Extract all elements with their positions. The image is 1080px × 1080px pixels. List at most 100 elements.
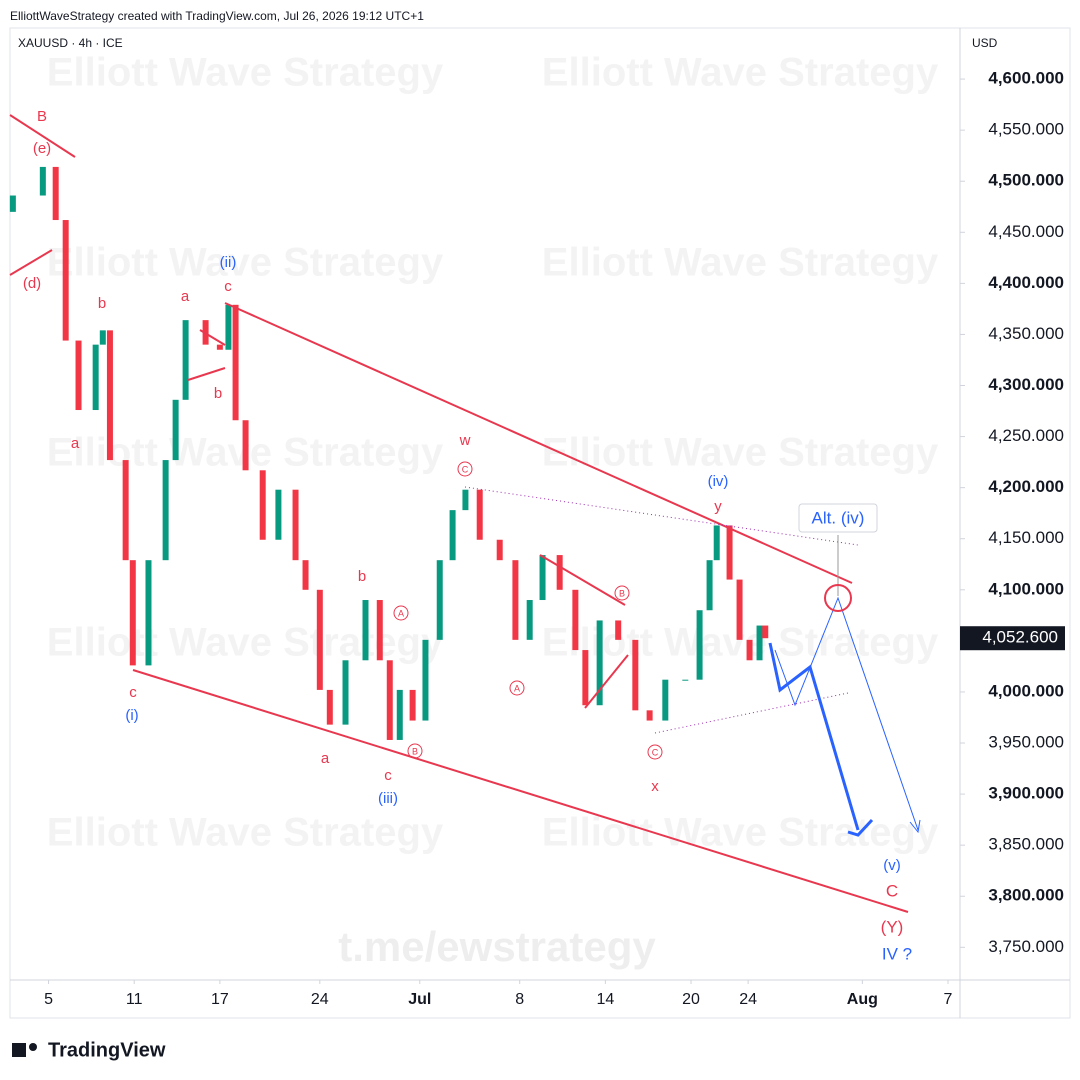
- circle: [393, 605, 409, 621]
- candle: [216, 344, 223, 350]
- alt-projection: [774, 596, 919, 831]
- arrow-head: [847, 818, 874, 837]
- x-tick-label: 7: [944, 991, 953, 1008]
- candle: [122, 460, 129, 561]
- y-tick-label: 4,100.000: [988, 579, 1064, 598]
- y-tick-label: 4,150.000: [988, 528, 1064, 547]
- wave-label: a: [181, 288, 190, 305]
- wave-label: (iv): [708, 473, 729, 490]
- y-tick-label: 4,600.000: [988, 69, 1064, 88]
- candle: [172, 399, 179, 461]
- y-tick-label: 3,850.000: [988, 835, 1064, 854]
- candle: [52, 166, 59, 221]
- wave-label: (iii): [378, 790, 398, 807]
- wave-label: B: [37, 108, 47, 125]
- candle: [326, 689, 333, 725]
- circle: [407, 743, 423, 759]
- x-tick-label: 17: [211, 991, 229, 1008]
- candle: [496, 539, 503, 561]
- candle: [386, 660, 393, 740]
- wave-label: b: [358, 568, 366, 585]
- axes: 4,600.000 4,550.000 4,500.000 4,450.000 4,40…: [44, 69, 1065, 1008]
- candles: [9, 166, 769, 740]
- y-tick-label: 3,900.000: [988, 784, 1064, 803]
- candle: [476, 489, 483, 540]
- candle: [436, 560, 443, 640]
- candle: [762, 625, 769, 639]
- candle: [376, 600, 383, 661]
- trend-line: [9, 249, 53, 276]
- candle: [275, 489, 282, 540]
- x-tick-label: 24: [311, 991, 329, 1008]
- candle: [75, 340, 82, 411]
- candle: [736, 579, 743, 640]
- candle: [242, 420, 249, 471]
- candle: [713, 525, 720, 561]
- frame: [9, 27, 1071, 1019]
- wave-label: (Y): [881, 917, 904, 936]
- logo-mark: [29, 1043, 37, 1051]
- candle: [99, 330, 106, 345]
- candle: [539, 555, 546, 601]
- currency: USD: [972, 36, 998, 50]
- x-tick-label: 5: [44, 991, 53, 1008]
- label-box: [798, 503, 878, 533]
- wave-lines: [9, 114, 921, 913]
- y-tick-label: 4,550.000: [988, 120, 1064, 139]
- trend-line: [187, 367, 226, 381]
- candle: [526, 600, 533, 640]
- watermark: Elliott Wave Strategy: [47, 811, 444, 855]
- y-tick-label: 4,300.000: [988, 375, 1064, 394]
- candle: [39, 166, 46, 196]
- wave-label: x: [651, 778, 659, 795]
- candle: [632, 639, 639, 711]
- wave-label: c: [384, 767, 392, 784]
- candle: [129, 560, 136, 666]
- candle: [662, 679, 669, 721]
- dotted-line: [654, 692, 849, 734]
- y-tick-label: 3,950.000: [988, 733, 1064, 752]
- candle: [316, 589, 323, 690]
- candle: [422, 639, 429, 721]
- candle: [362, 600, 369, 661]
- y-tick-label: 3,800.000: [988, 886, 1064, 905]
- y-tick-label: 3,750.000: [988, 937, 1064, 956]
- y-tick-label: 4,000.000: [988, 681, 1064, 700]
- lower-channel: [132, 669, 909, 913]
- wave-label: (v): [883, 857, 901, 874]
- candle: [62, 220, 69, 341]
- trend-line: [9, 114, 76, 158]
- candle: [572, 589, 579, 651]
- candle: [596, 620, 603, 706]
- candle: [302, 560, 309, 590]
- candle: [556, 555, 563, 590]
- x-tick-label: 24: [739, 991, 757, 1008]
- y-tick-label: 4,200.000: [988, 477, 1064, 496]
- candle: [462, 489, 469, 511]
- candle: [292, 489, 299, 561]
- candle: [615, 620, 622, 640]
- watermark: Elliott Wave Strategy: [47, 621, 444, 665]
- candle: [449, 510, 456, 561]
- candle: [726, 525, 733, 580]
- logo-mark: [12, 1043, 26, 1057]
- candle: [512, 560, 519, 640]
- channel-watermark: t.me/ewstrategy: [338, 923, 656, 970]
- x-tick-label: Aug: [847, 991, 878, 1008]
- credit: ElliottWaveStrategy created with Trading…: [10, 9, 424, 23]
- circle: [614, 585, 630, 601]
- candle: [746, 639, 753, 661]
- wave-label: c: [224, 278, 232, 295]
- wave-labels: B (e) (d) b a c (i) (ii) a c b w C (iv) …: [23, 108, 912, 964]
- wave-label: C: [462, 464, 469, 474]
- wave-label: (i): [125, 707, 138, 724]
- candle: [259, 470, 266, 540]
- y-tick-label: 4,500.000: [988, 171, 1064, 190]
- candle: [9, 195, 16, 212]
- trend-line: [584, 654, 629, 709]
- symbol: XAUUSD · 4h · ICE: [18, 36, 123, 50]
- arrow-head: [909, 819, 921, 834]
- watermark: Elliott Wave Strategy: [542, 51, 939, 95]
- candle: [182, 320, 189, 400]
